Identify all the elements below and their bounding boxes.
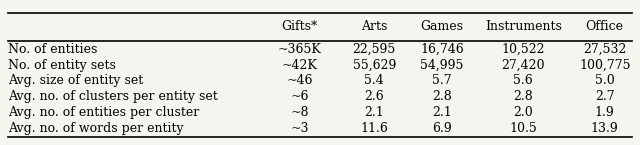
- Text: 5.7: 5.7: [432, 74, 452, 87]
- Text: No. of entities: No. of entities: [8, 43, 97, 56]
- Text: 2.8: 2.8: [513, 90, 533, 103]
- Text: 2.0: 2.0: [513, 106, 533, 119]
- Text: Office: Office: [586, 20, 624, 33]
- Text: 27,420: 27,420: [502, 59, 545, 71]
- Text: 54,995: 54,995: [420, 59, 464, 71]
- Text: ~3: ~3: [291, 122, 309, 135]
- Text: 2.8: 2.8: [432, 90, 452, 103]
- Text: Avg. no. of words per entity: Avg. no. of words per entity: [8, 122, 184, 135]
- Text: ~6: ~6: [291, 90, 309, 103]
- Text: 5.0: 5.0: [595, 74, 614, 87]
- Text: 1.9: 1.9: [595, 106, 614, 119]
- Text: 16,746: 16,746: [420, 43, 464, 56]
- Text: ~8: ~8: [291, 106, 309, 119]
- Text: Instruments: Instruments: [485, 20, 562, 33]
- Text: Avg. size of entity set: Avg. size of entity set: [8, 74, 143, 87]
- Text: 55,629: 55,629: [353, 59, 396, 71]
- Text: 100,775: 100,775: [579, 59, 630, 71]
- Text: 5.4: 5.4: [364, 74, 384, 87]
- Text: Avg. no. of entities per cluster: Avg. no. of entities per cluster: [8, 106, 199, 119]
- Text: 10.5: 10.5: [509, 122, 537, 135]
- Text: 13.9: 13.9: [591, 122, 619, 135]
- Text: Avg. no. of clusters per entity set: Avg. no. of clusters per entity set: [8, 90, 218, 103]
- Text: 2.1: 2.1: [364, 106, 384, 119]
- Text: 11.6: 11.6: [360, 122, 388, 135]
- Text: 2.1: 2.1: [432, 106, 452, 119]
- Text: 5.6: 5.6: [513, 74, 533, 87]
- Text: ~46: ~46: [287, 74, 313, 87]
- Text: Arts: Arts: [361, 20, 387, 33]
- Text: 27,532: 27,532: [583, 43, 627, 56]
- Text: ~365K: ~365K: [278, 43, 322, 56]
- Text: 22,595: 22,595: [353, 43, 396, 56]
- Text: No. of entity sets: No. of entity sets: [8, 59, 116, 71]
- Text: 2.6: 2.6: [364, 90, 384, 103]
- Text: 10,522: 10,522: [502, 43, 545, 56]
- Text: ~42K: ~42K: [282, 59, 317, 71]
- Text: 6.9: 6.9: [432, 122, 452, 135]
- Text: Gifts*: Gifts*: [282, 20, 318, 33]
- Text: 2.7: 2.7: [595, 90, 614, 103]
- Text: Games: Games: [420, 20, 463, 33]
